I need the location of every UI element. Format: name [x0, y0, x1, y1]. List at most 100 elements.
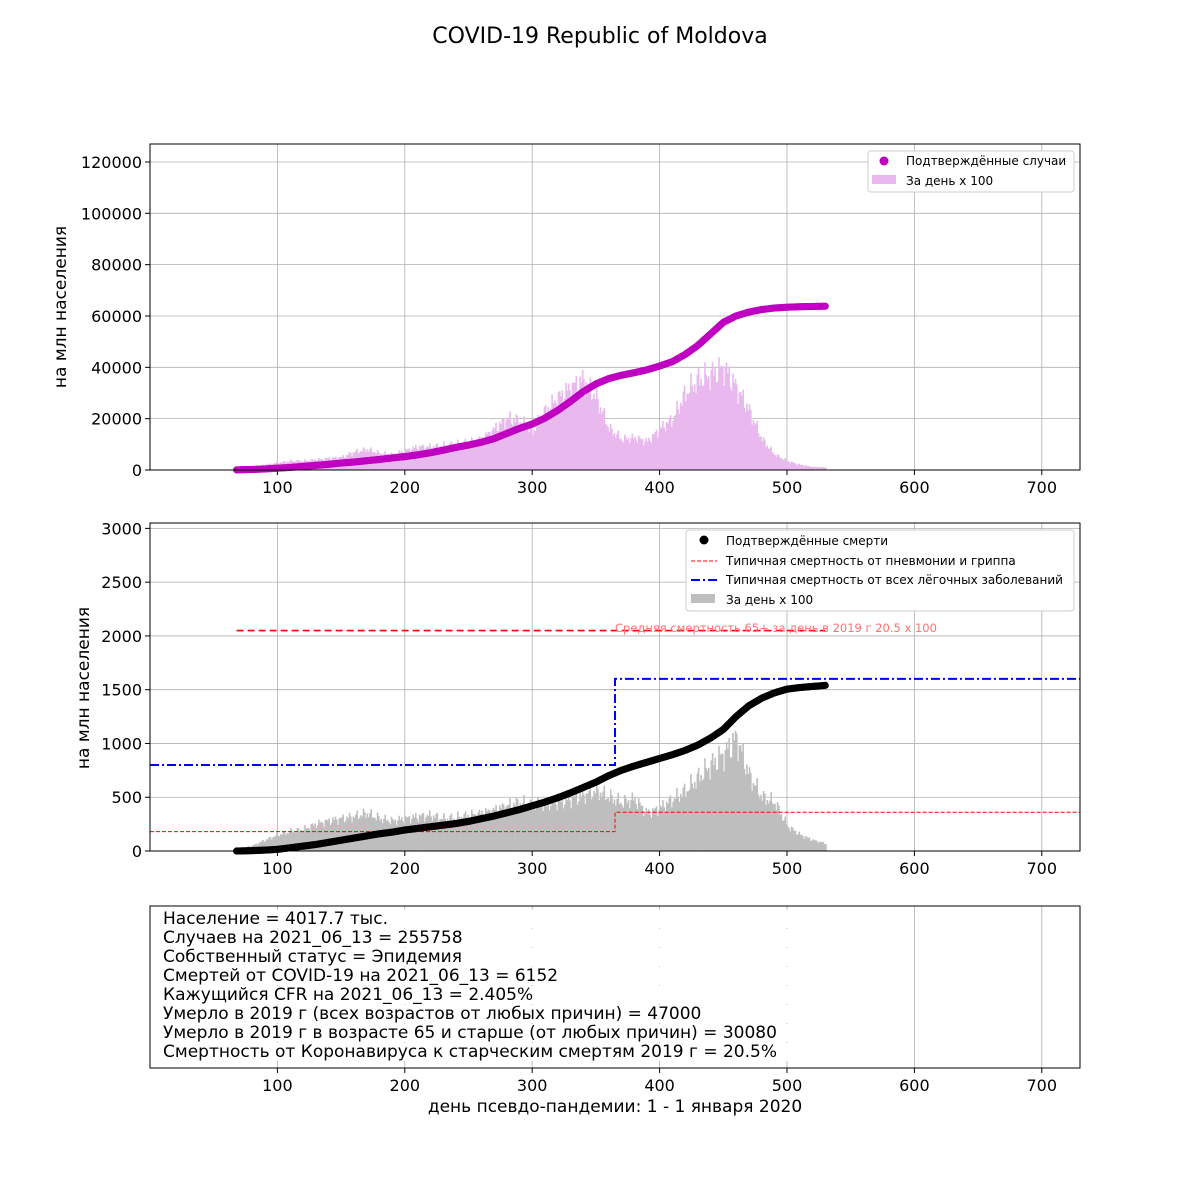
deaths-daily-bar	[566, 800, 569, 851]
cases-daily-bar	[583, 379, 585, 470]
cases-daily-bar	[764, 439, 766, 470]
deaths-daily-bar	[808, 837, 811, 851]
deaths-daily-bar	[715, 770, 718, 851]
deaths-daily-bar	[822, 841, 825, 851]
deaths-daily-bar	[658, 810, 660, 851]
deaths-daily-bar	[437, 821, 440, 851]
deaths-daily-bar	[594, 793, 597, 851]
deaths-daily-bar	[584, 803, 586, 851]
deaths-daily-bar	[585, 793, 588, 851]
deaths-daily-bar	[362, 808, 365, 851]
deaths-daily-bar	[271, 839, 273, 851]
deaths-legend-marker	[699, 535, 709, 545]
deaths-daily-bar	[451, 820, 454, 851]
cases-y-tick-label: 20000	[91, 410, 142, 429]
cases-daily-bar	[784, 457, 787, 470]
info-line: Случаев на 2021_06_13 = 255758	[163, 928, 463, 948]
cases-daily-bar	[651, 434, 654, 470]
deaths-daily-bar	[402, 821, 404, 851]
cases-daily-bar	[643, 445, 645, 470]
cases-daily-bar	[609, 423, 612, 470]
deaths-daily-bar	[262, 839, 264, 851]
deaths-daily-bar	[646, 813, 649, 851]
cases-daily-bar	[449, 442, 451, 470]
deaths-daily-bar	[548, 810, 551, 851]
deaths-daily-bar	[641, 805, 644, 851]
deaths-daily-bar	[677, 796, 679, 851]
deaths-daily-bar	[793, 831, 795, 851]
deaths-daily-bar	[583, 794, 585, 851]
cases-x-tick-label: 300	[517, 478, 548, 497]
cases-daily-bar	[753, 422, 756, 470]
cases-daily-bar	[532, 435, 534, 470]
cases-daily-bar	[509, 411, 511, 470]
cases-daily-bar	[552, 403, 555, 470]
cases-daily-bar	[608, 431, 611, 470]
deaths-daily-bar	[797, 834, 799, 851]
deaths-daily-bar	[500, 808, 502, 851]
cases-daily-bar	[453, 444, 455, 470]
figure-title: COVID-19 Republic of Moldova	[432, 24, 767, 49]
deaths-daily-bar	[812, 839, 815, 851]
deaths-annotation: Средняя смертность 65+ за день в 2019 г …	[615, 621, 937, 635]
cases-daily-bar	[613, 432, 616, 470]
deaths-y-tick-label: 500	[111, 788, 142, 807]
info-x-axis-label: день псевдо-пандемии: 1 - 1 января 2020	[428, 1097, 802, 1117]
deaths-daily-bar	[510, 808, 513, 851]
cases-x-tick-label: 600	[899, 478, 930, 497]
deaths-daily-bar	[339, 818, 342, 851]
deaths-daily-bar	[651, 808, 654, 851]
deaths-daily-bar	[429, 810, 431, 851]
cases-daily-bar	[488, 432, 491, 470]
deaths-daily-bar	[679, 793, 682, 851]
deaths-daily-bar	[635, 804, 637, 851]
deaths-daily-bar	[446, 818, 449, 851]
cases-daily-bar	[679, 402, 682, 470]
cases-y-tick-label: 120000	[81, 153, 142, 172]
cases-daily-bar	[444, 445, 446, 470]
cases-daily-bar	[580, 382, 583, 470]
deaths-panel: Средняя смертность 65+ за день в 2019 г …	[74, 519, 1081, 878]
cases-daily-bar	[473, 440, 476, 470]
deaths-daily-bar	[623, 794, 626, 851]
cases-daily-bar	[637, 435, 640, 470]
deaths-daily-bar	[454, 820, 457, 851]
cases-daily-bar	[436, 443, 439, 470]
cases-daily-bar	[618, 438, 621, 470]
deaths-daily-bar	[318, 819, 320, 851]
deaths-daily-bar	[704, 758, 706, 851]
deaths-daily-bar	[530, 800, 533, 851]
cases-daily-bar	[804, 465, 807, 470]
cases-daily-bar	[626, 439, 629, 470]
cases-daily-bar	[771, 452, 774, 470]
cases-daily-bar	[598, 413, 601, 470]
info-x-tick-label: 100	[262, 1076, 293, 1095]
deaths-daily-bar	[767, 803, 770, 851]
cases-daily-bar	[718, 357, 720, 470]
deaths-daily-bar	[462, 821, 464, 851]
cases-daily-bar	[567, 383, 570, 470]
cases-daily-bar	[818, 467, 821, 470]
cases-daily-bar	[571, 383, 574, 470]
deaths-x-tick-label: 700	[1027, 859, 1058, 878]
cases-daily-bar	[585, 382, 588, 470]
cases-daily-bar	[495, 422, 497, 470]
cases-y-axis-label: на млн населения	[51, 226, 71, 388]
cases-daily-bar	[822, 467, 825, 470]
deaths-daily-bar	[472, 813, 474, 851]
cases-daily-bar	[757, 433, 760, 470]
deaths-daily-bar	[747, 773, 750, 851]
deaths-daily-bar	[751, 791, 753, 851]
deaths-axes-frame	[149, 522, 1081, 852]
deaths-daily-bar	[381, 823, 384, 851]
cases-daily-bar	[691, 385, 694, 470]
deaths-x-tick-label: 100	[262, 859, 293, 878]
cases-daily-bar	[584, 396, 586, 470]
deaths-daily-bar	[397, 820, 399, 851]
cases-daily-bar	[723, 385, 725, 470]
deaths-daily-bar	[632, 800, 635, 851]
cases-daily-bar	[562, 404, 565, 470]
deaths-y-tick-label: 0	[132, 842, 142, 861]
deaths-daily-bar	[674, 798, 677, 851]
cases-daily-bar	[459, 444, 462, 470]
